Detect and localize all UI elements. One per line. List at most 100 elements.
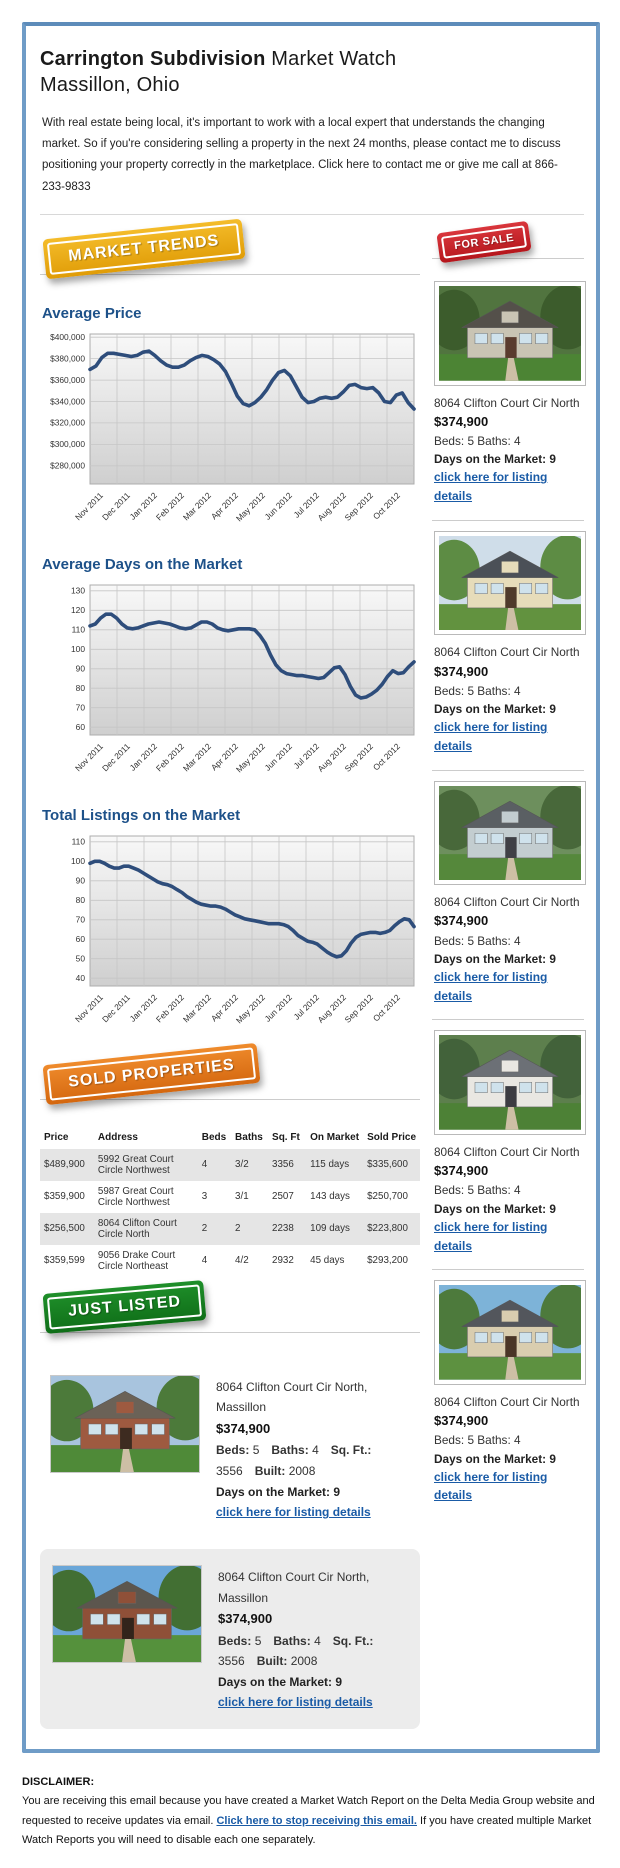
svg-text:Oct 2012: Oct 2012 <box>371 992 402 1023</box>
svg-text:Jun 2012: Jun 2012 <box>262 741 294 773</box>
svg-text:$380,000: $380,000 <box>50 353 85 363</box>
baths-label: Baths: <box>271 1443 309 1458</box>
listing-details: 8064 Clifton Court Cir North $374,900 Be… <box>434 643 584 755</box>
listing-photo-frame <box>434 280 586 386</box>
just-listed-items: 8064 Clifton Court Cir North, Massillon … <box>40 1363 420 1730</box>
listing-details-link[interactable]: click here for listing details <box>434 720 548 753</box>
total-listings-chart-title: Total Listings on the Market <box>42 806 241 824</box>
listing-details: 8064 Clifton Court Cir North, Massillon … <box>216 1375 410 1523</box>
table-header-cell: Sold Price <box>367 1131 416 1143</box>
listing-photo[interactable] <box>52 1564 202 1663</box>
listing-price: $374,900 <box>434 1163 489 1179</box>
svg-text:$400,000: $400,000 <box>50 332 85 342</box>
listing-details-link[interactable]: click here for listing details <box>434 470 548 504</box>
listing-details-link[interactable]: click here for listing details <box>434 1469 548 1503</box>
svg-text:Nov 2011: Nov 2011 <box>73 490 105 522</box>
listing-photo[interactable] <box>439 785 581 881</box>
for-sale-listing-card: 8064 Clifton Court Cir North $374,900 Be… <box>432 769 586 1010</box>
table-header-cell: Price <box>44 1131 69 1143</box>
table-cell: 3 <box>201 1191 208 1203</box>
svg-text:90: 90 <box>76 875 86 885</box>
for-sale-listing-card: 8064 Clifton Court Cir North $374,900 Be… <box>432 1269 586 1509</box>
listing-details: 8064 Clifton Court Cir North, Massillon … <box>218 1565 408 1713</box>
listing-beds-baths: Beds: 5 Baths: 4 <box>434 433 521 448</box>
listing-beds-baths: Beds: 5 Baths: 4 <box>434 933 521 948</box>
market-trends-badge-label: MARKET TRENDS <box>46 222 241 275</box>
listing-details-link[interactable]: click here for listing details <box>216 1505 371 1520</box>
listing-address: 8064 Clifton Court Cir North, Massillon <box>218 1569 370 1605</box>
listing-details-link[interactable]: click here for listing details <box>218 1695 373 1710</box>
listing-price: $374,900 <box>434 413 489 429</box>
header: Carrington Subdivision Market Watch Mass… <box>40 46 584 215</box>
svg-text:$320,000: $320,000 <box>50 418 85 428</box>
sold-properties-table: Price Address Beds Baths Sq. Ft On Market Sold… <box>40 1126 420 1277</box>
svg-text:110: 110 <box>72 624 86 634</box>
listing-details: 8064 Clifton Court Cir North $374,900 Be… <box>434 1393 584 1505</box>
table-cell: 3/1 <box>235 1191 249 1203</box>
svg-text:May 2012: May 2012 <box>234 490 267 523</box>
svg-text:Mar 2012: Mar 2012 <box>181 490 213 522</box>
listing-details-link[interactable]: click here for listing details <box>434 1219 548 1253</box>
email-frame: Carrington Subdivision Market Watch Mass… <box>22 22 600 1754</box>
email-page: Carrington Subdivision Market Watch Mass… <box>0 22 620 1851</box>
table-cell: 3356 <box>268 1148 307 1181</box>
unsubscribe-link[interactable]: Click here to stop receiving this email. <box>216 1814 417 1827</box>
main-column: MARKET TRENDS Average Price $400,000 $380… <box>40 218 420 1730</box>
svg-text:110: 110 <box>72 836 86 846</box>
built-value: 2008 <box>290 1654 318 1669</box>
listing-days-on-market: Days on the Market: 9 <box>434 1451 556 1466</box>
sqft-label: Sq. Ft.: <box>330 1443 372 1458</box>
just-listed-card: 8064 Clifton Court Cir North, Massillon … <box>40 1548 420 1730</box>
svg-text:Aug 2012: Aug 2012 <box>315 490 348 523</box>
average-price-chart: $400,000 $380,000 $360,000 $340,000 $320,000… <box>50 332 416 523</box>
listing-photo-frame <box>434 1030 586 1135</box>
table-cell: 5987 Great Court Circle Northwest <box>97 1185 174 1208</box>
listing-beds-baths: Beds: 5 Baths: 4 <box>434 1433 521 1448</box>
table-cell: $489,900 <box>40 1148 94 1181</box>
svg-text:Aug 2012: Aug 2012 <box>315 741 348 774</box>
listing-photo[interactable] <box>439 285 581 381</box>
svg-text:Sep 2012: Sep 2012 <box>342 741 375 774</box>
listing-price: $374,900 <box>434 663 489 679</box>
svg-text:100: 100 <box>71 644 85 654</box>
listing-photo[interactable] <box>439 1285 581 1380</box>
table-cell: 9056 Drake Court Circle Northeast <box>97 1249 176 1272</box>
listing-photo[interactable] <box>50 1374 200 1473</box>
listing-price: $374,900 <box>434 1413 489 1429</box>
svg-text:Mar 2012: Mar 2012 <box>181 992 213 1024</box>
svg-text:Feb 2012: Feb 2012 <box>154 992 186 1024</box>
just-listed-badge-label: JUST LISTED <box>46 1284 203 1330</box>
table-cell: 2238 <box>268 1212 307 1245</box>
listing-address: 8064 Clifton Court Cir North <box>434 645 580 660</box>
svg-text:$360,000: $360,000 <box>50 375 85 385</box>
sold-properties-badge: SOLD PROPERTIES <box>42 1042 261 1105</box>
table-cell: 115 days <box>306 1148 364 1181</box>
baths-label: Baths: <box>273 1633 311 1648</box>
svg-text:50: 50 <box>76 953 86 963</box>
page-title-neighborhood: Carrington Subdivision <box>40 48 266 70</box>
svg-text:Sep 2012: Sep 2012 <box>342 490 375 523</box>
table-cell: 4/2 <box>235 1255 249 1267</box>
beds-value: 5 <box>252 1443 260 1458</box>
sold-properties-badge-label: SOLD PROPERTIES <box>46 1047 257 1101</box>
svg-text:80: 80 <box>76 683 86 693</box>
beds-label: Beds: <box>216 1443 250 1458</box>
listing-details-link[interactable]: click here for listing details <box>434 970 548 1003</box>
svg-text:Jun 2012: Jun 2012 <box>262 992 294 1024</box>
table-cell: 2507 <box>272 1191 294 1203</box>
page-title-city: Massillon, Ohio <box>40 74 180 97</box>
sqft-value: 3556 <box>218 1654 245 1669</box>
page-title: Carrington Subdivision Market Watch Mass… <box>40 46 584 99</box>
table-cell: $256,500 <box>40 1212 94 1245</box>
listing-address: 8064 Clifton Court Cir North, Massillon <box>216 1379 368 1415</box>
beds-value: 5 <box>254 1633 262 1648</box>
table-cell: $223,800 <box>363 1212 420 1245</box>
svg-text:Nov 2011: Nov 2011 <box>73 992 105 1024</box>
for-sale-listing-card: 8064 Clifton Court Cir North $374,900 Be… <box>432 519 586 760</box>
listing-photo[interactable] <box>439 535 581 631</box>
table-cell: 8064 Clifton Court Circle North <box>93 1212 198 1245</box>
average-days-chart-title: Average Days on the Market <box>42 555 243 573</box>
listing-photo[interactable] <box>439 1035 581 1130</box>
svg-text:Nov 2011: Nov 2011 <box>73 741 105 773</box>
